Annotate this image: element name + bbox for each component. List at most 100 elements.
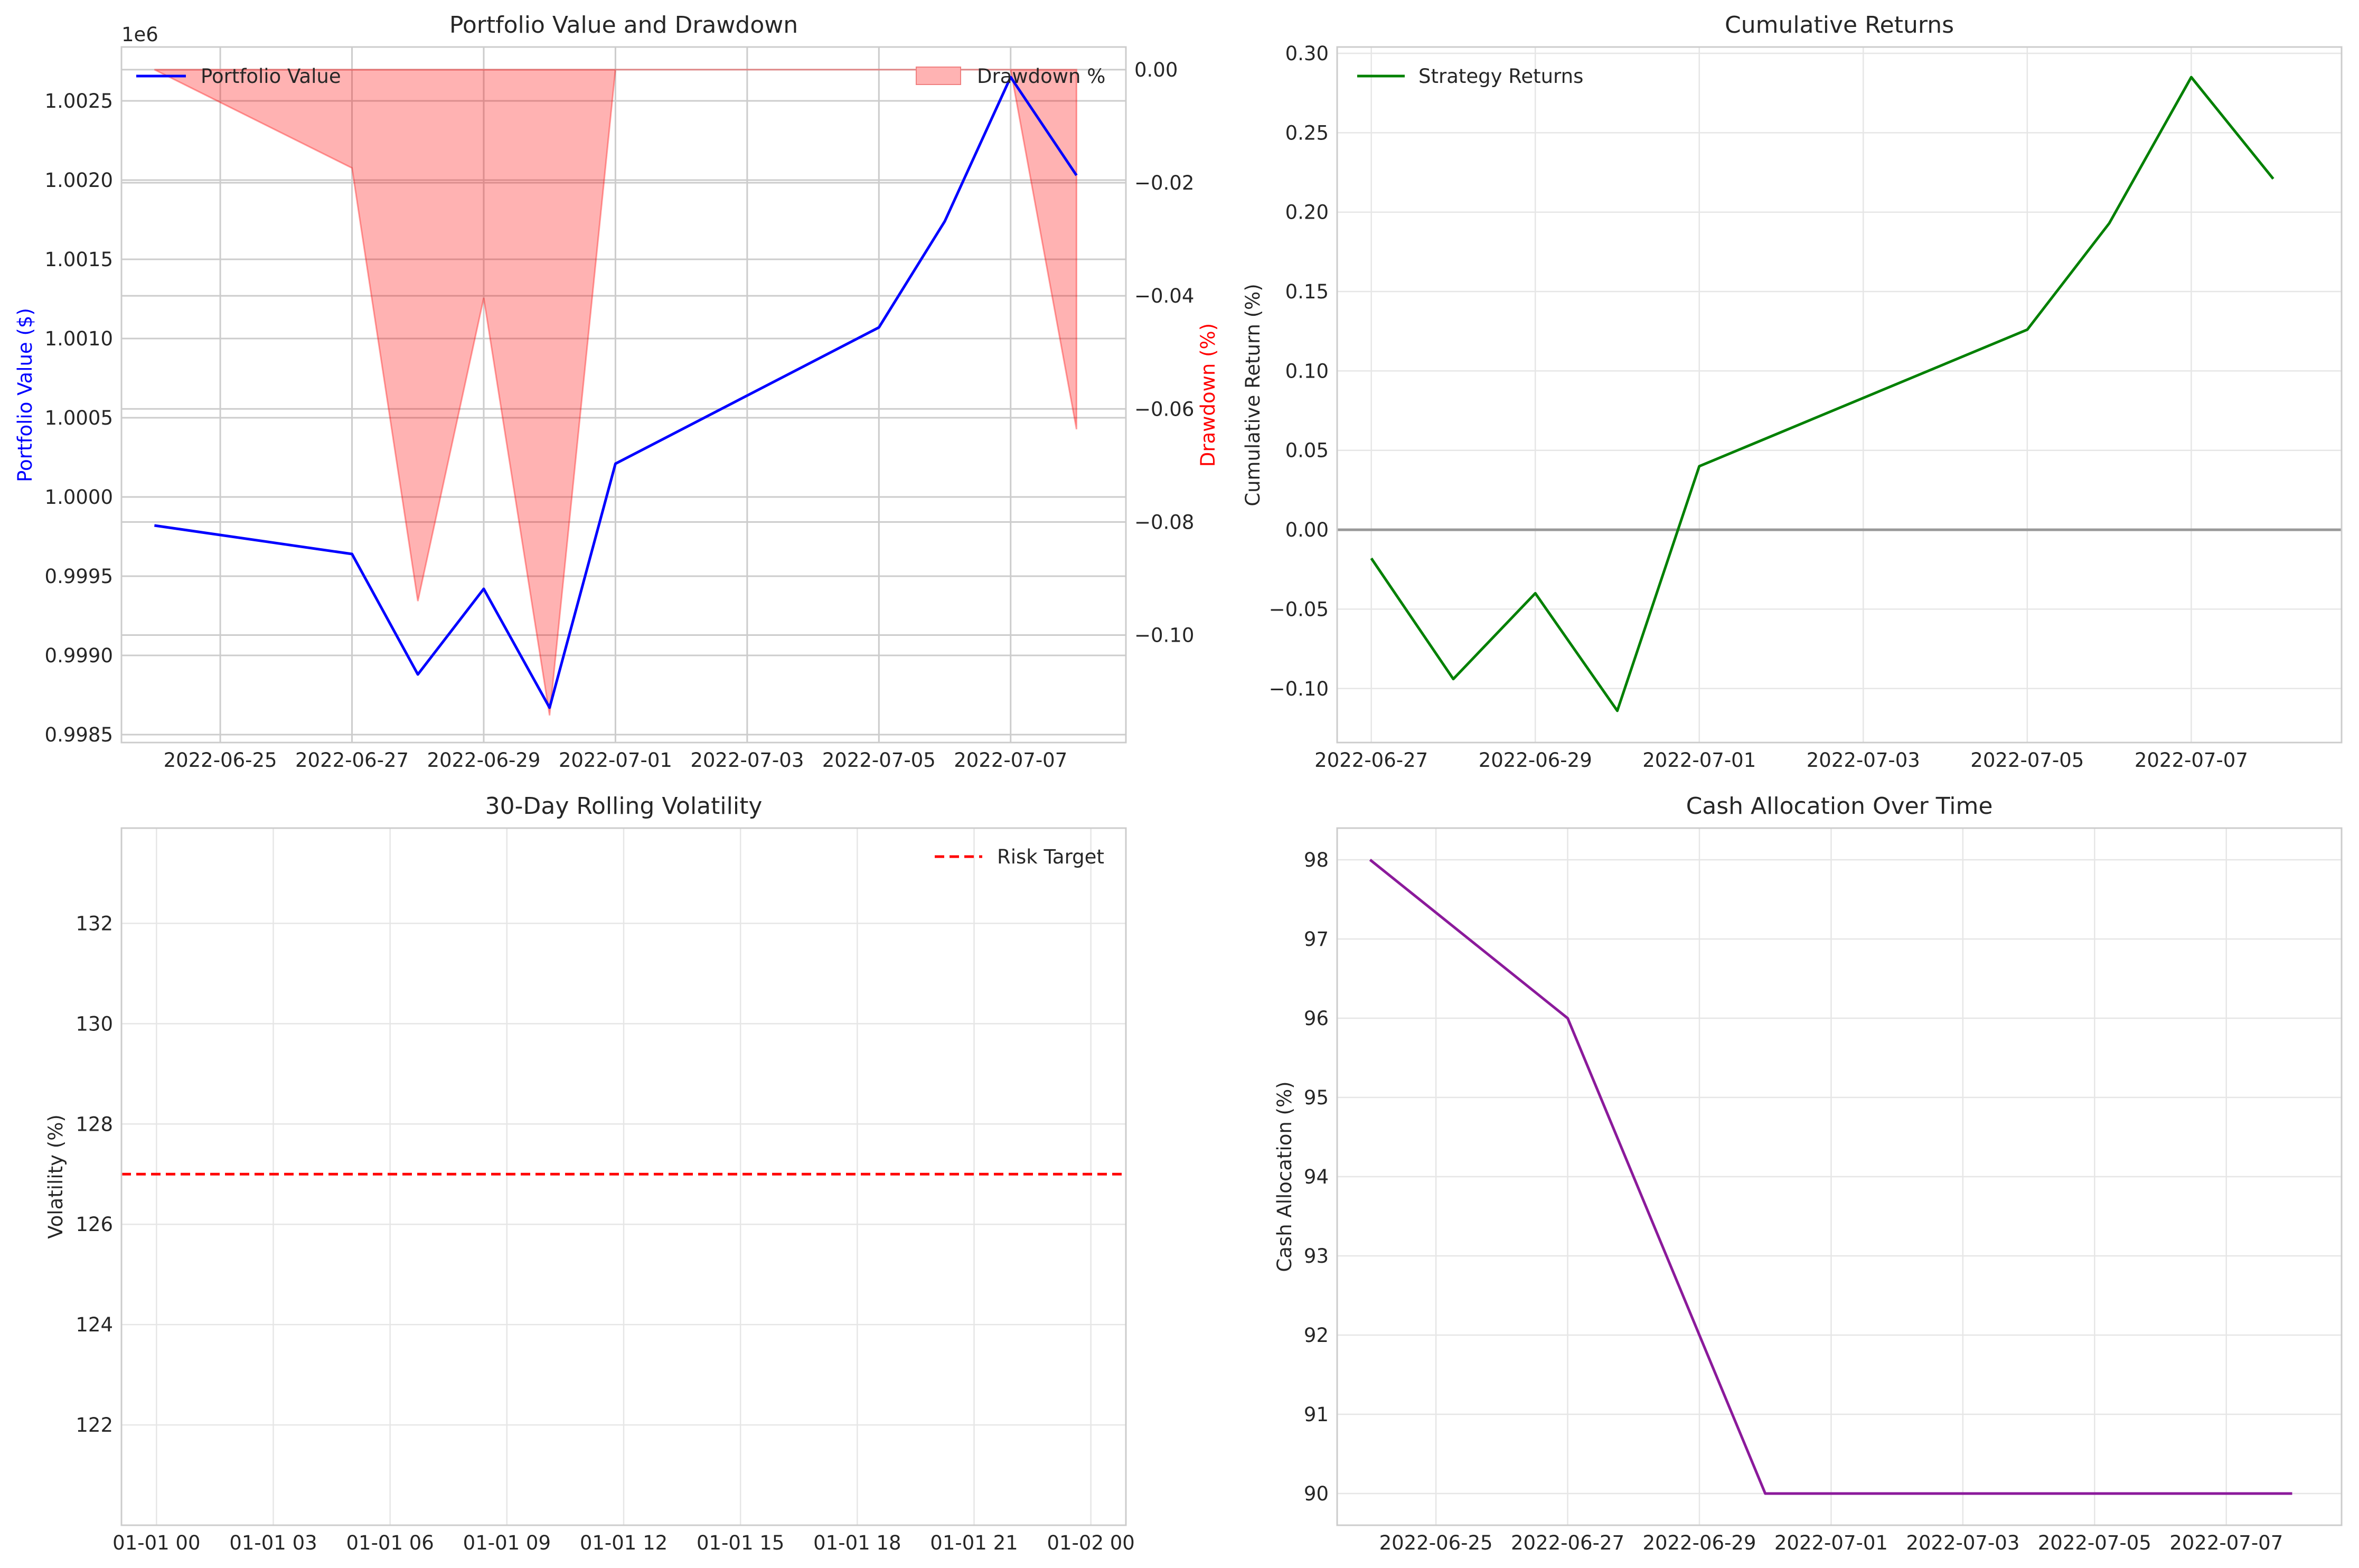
p3-y-tick-label: 98: [1304, 849, 1329, 871]
cash-allocation-line: [1369, 859, 2292, 1495]
p3-y-tick-label: 96: [1304, 1007, 1329, 1030]
p0-y-tick-label: −0.06: [1134, 398, 1194, 420]
p0-x-ticks: 2022-06-25 2022-06-27 2022-06-29 2022-07-01…: [164, 749, 1068, 772]
p3-y-tick-label: 93: [1304, 1245, 1329, 1267]
p2-x-tick-label: 01-01 15: [697, 1532, 784, 1554]
p3-frame: [1336, 827, 2343, 1526]
p1-x-tick-label: 2022-07-01: [1642, 749, 1756, 772]
p2-x-ticks: 01-01 00 01-01 03 01-01 06 01-01 09 01-01 12…: [112, 1532, 1135, 1554]
p1-title: Cumulative Returns: [1725, 12, 1954, 39]
p0-frame: [120, 46, 1127, 744]
p0-legend-right-swatch: [916, 67, 961, 85]
p2-y-tick-label: 132: [76, 912, 113, 935]
p0-x-tick-label: 2022-07-07: [954, 749, 1067, 772]
portfolio-value-drawdown-chart: 2022-06-25 2022-06-27 2022-06-29 2022-07-01…: [14, 12, 1219, 772]
p0-legend-left: Portfolio Value: [136, 65, 341, 88]
p0-x-tick-label: 2022-07-03: [690, 749, 804, 772]
p2-frame: [120, 827, 1127, 1526]
p3-y-tick-label: 92: [1304, 1324, 1329, 1347]
p0-y-tick-label: 1.0010: [45, 327, 113, 350]
p2-y-ticks: 122 124 126 128 130 132: [76, 912, 113, 1436]
p2-title: 30-Day Rolling Volatility: [485, 793, 763, 820]
p0-legend-right-label: Drawdown %: [977, 65, 1105, 88]
p0-legend-left-label: Portfolio Value: [201, 65, 341, 88]
p3-y-tick-label: 97: [1304, 928, 1329, 951]
p0-ylabel: Portfolio Value ($): [14, 308, 36, 482]
p1-frame: [1336, 46, 2343, 744]
p3-x-ticks: 2022-06-25 2022-06-27 2022-06-29 2022-07-01…: [1379, 1532, 2283, 1554]
p2-legend: Risk Target: [935, 846, 1104, 868]
p0-y-tick-label: 0.9995: [45, 565, 113, 588]
p2-x-tick-label: 01-01 03: [229, 1532, 317, 1554]
p0-title: Portfolio Value and Drawdown: [449, 12, 798, 39]
p2-y-tick-label: 128: [76, 1113, 113, 1135]
p1-y-tick-label: −0.05: [1269, 598, 1329, 621]
p1-legend-label: Strategy Returns: [1418, 65, 1583, 88]
p1-x-tick-label: 2022-07-07: [2135, 749, 2248, 772]
p1-x-tick-label: 2022-07-05: [1970, 749, 2084, 772]
p3-x-tick-label: 2022-06-25: [1379, 1532, 1493, 1554]
p0-y-tick-label: 0.9990: [45, 644, 113, 667]
p3-y-tick-label: 90: [1304, 1482, 1329, 1505]
p0-y-offset-label: 1e6: [121, 23, 158, 46]
p0-y-tick-label: 1.0000: [45, 486, 113, 509]
p1-x-tick-label: 2022-06-27: [1314, 749, 1428, 772]
portfolio-value-series: [154, 76, 1078, 709]
p0-y-tick-label: 1.0015: [45, 248, 113, 271]
p0-x-tick-label: 2022-07-01: [559, 749, 672, 772]
p2-gridlines: [121, 828, 1126, 1525]
p1-y-tick-label: 0.25: [1285, 121, 1329, 144]
p0-y-tick-label: 1.0020: [45, 169, 113, 192]
p2-legend-label: Risk Target: [997, 846, 1104, 868]
p2-y-tick-label: 130: [76, 1012, 113, 1035]
p3-y-tick-label: 95: [1304, 1086, 1329, 1109]
p1-y-tick-label: −0.10: [1269, 678, 1329, 700]
p1-x-tick-label: 2022-07-03: [1807, 749, 1920, 772]
p1-y-tick-label: 0.20: [1285, 201, 1329, 224]
rolling-volatility-chart: 01-01 00 01-01 03 01-01 06 01-01 09 01-01 12…: [44, 793, 1135, 1554]
p1-y-tick-label: 0.30: [1285, 42, 1329, 65]
p0-y-ticks-right: 0.00 −0.02 −0.04 −0.06 −0.08 −0.10: [1134, 59, 1194, 647]
p2-x-tick-label: 01-01 21: [930, 1532, 1018, 1554]
p3-ylabel: Cash Allocation (%): [1273, 1081, 1296, 1272]
p3-x-tick-label: 2022-07-07: [2169, 1532, 2283, 1554]
p2-x-tick-label: 01-01 09: [463, 1532, 551, 1554]
p0-legend-right: Drawdown %: [916, 65, 1105, 88]
p3-y-ticks: 90 91 92 93 94 95 96 97 98: [1304, 849, 1329, 1505]
p2-x-tick-label: 01-01 12: [580, 1532, 668, 1554]
p0-y-tick-label: 1.0025: [45, 90, 113, 112]
p2-y-tick-label: 124: [76, 1313, 113, 1336]
p1-legend: Strategy Returns: [1357, 65, 1583, 88]
p0-x-tick-label: 2022-06-25: [164, 749, 277, 772]
strategy-returns-line: [1337, 76, 2342, 712]
p3-x-tick-label: 2022-07-05: [2038, 1532, 2151, 1554]
p3-y-tick-label: 91: [1304, 1403, 1329, 1426]
strategy-returns-series: [1370, 76, 2275, 712]
p3-x-tick-label: 2022-07-01: [1774, 1532, 1888, 1554]
p3-title: Cash Allocation Over Time: [1686, 793, 1993, 820]
cumulative-returns-chart: 2022-06-27 2022-06-29 2022-07-01 2022-07-03…: [1242, 12, 2343, 772]
p0-gridlines: [121, 47, 1126, 743]
p0-y-tick-label: 0.00: [1134, 59, 1178, 81]
p0-y-ticks: 0.9985 0.9990 0.9995 1.0000 1.0005 1.0010 1.00…: [45, 90, 113, 746]
p1-x-tick-label: 2022-06-29: [1479, 749, 1592, 772]
p0-y-tick-label: 0.9985: [45, 724, 113, 746]
p3-gridlines: [1337, 828, 2342, 1525]
p0-x-tick-label: 2022-06-29: [427, 749, 540, 772]
p0-y-tick-label: 1.0005: [45, 407, 113, 429]
p2-x-tick-label: 01-01 18: [813, 1532, 901, 1554]
p0-x-tick-label: 2022-06-27: [295, 749, 409, 772]
p0-y-tick-label: −0.08: [1134, 511, 1194, 533]
p1-y-tick-label: 0.10: [1285, 360, 1329, 382]
p2-x-tick-label: 01-02 00: [1047, 1532, 1134, 1554]
p1-y-tick-label: 0.00: [1285, 519, 1329, 541]
p3-y-tick-label: 94: [1304, 1166, 1329, 1188]
cash-allocation-series: [1369, 859, 2292, 1495]
p3-x-tick-label: 2022-06-29: [1642, 1532, 1756, 1554]
p2-y-tick-label: 126: [76, 1213, 113, 1236]
p0-ylabel-right: Drawdown (%): [1197, 323, 1219, 467]
drawdown-area: [154, 69, 1077, 716]
p1-y-ticks: −0.10 −0.05 0.00 0.05 0.10 0.15 0.20 0.25 0.30: [1269, 42, 1329, 700]
